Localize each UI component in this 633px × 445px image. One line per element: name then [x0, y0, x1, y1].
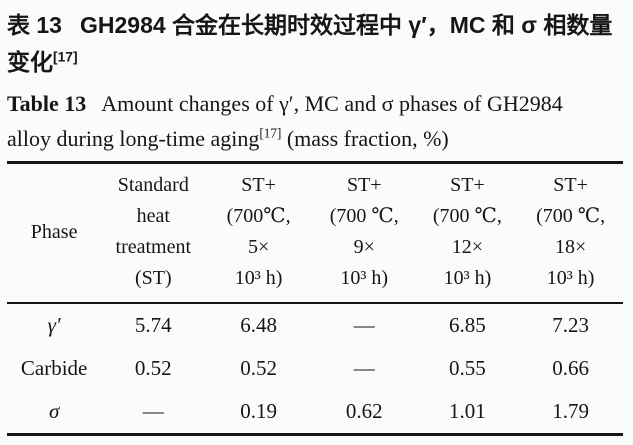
value-cell: —	[353, 356, 375, 380]
caption-en-title: Amount changes of γ′, MC and σ phases of…	[101, 91, 563, 116]
value-cell: 0.66	[552, 356, 589, 380]
phase-cell: Carbide	[20, 356, 88, 380]
caption-zh-line2: 变化[17]	[7, 44, 625, 81]
value-cell: 7.23	[552, 313, 589, 337]
column-header-st-9000h: ST+ (700 ℃, 9× 10³ h)	[311, 162, 417, 304]
value-cell: 1.79	[552, 399, 589, 423]
value-cell: 0.62	[345, 399, 383, 423]
table-number-zh: 表 13	[7, 12, 62, 38]
value-cell: 0.52	[240, 356, 277, 380]
value-cell: —	[353, 313, 375, 337]
phase-cell: γ′	[47, 313, 61, 337]
reference-superscript-zh: [17]	[53, 49, 78, 65]
value-cell: 0.52	[134, 356, 172, 380]
value-cell: 1.01	[449, 399, 486, 423]
value-cell: 6.48	[240, 313, 277, 337]
value-cell: 5.74	[134, 313, 172, 337]
table-row-gamma-prime: γ′ 5.74 6.48 — 6.85 7.23	[7, 303, 623, 347]
table-row-sigma: σ — 0.19 0.62 1.01 1.79	[7, 390, 623, 435]
caption-en-line1: Table 13 Amount changes of γ′, MC and σ p…	[7, 86, 625, 121]
phase-cell: σ	[48, 399, 60, 423]
column-header-phase: Phase	[7, 162, 102, 304]
caption-en-units: (mass fraction, %)	[281, 126, 449, 151]
table-row-carbide: Carbide 0.52 0.52 — 0.55 0.66	[7, 347, 623, 390]
phase-amount-table: Phase Standard heat treatment (ST) ST+ (…	[7, 161, 623, 436]
caption-zh-line1: 表 13 GH2984 合金在长期时效过程中 γ′，MC 和 σ 相数量	[7, 7, 625, 44]
caption-zh-title-cont: 变化	[7, 49, 53, 75]
value-cell: 0.19	[240, 399, 277, 423]
value-cell: 0.55	[449, 356, 486, 380]
caption-en-line2: alloy during long-time aging[17] (mass f…	[7, 121, 625, 156]
caption-en-title-cont: alloy during long-time aging	[7, 126, 260, 151]
reference-superscript-en: [17]	[259, 125, 282, 141]
table-header: Phase Standard heat treatment (ST) ST+ (…	[7, 162, 623, 304]
header-row: Phase Standard heat treatment (ST) ST+ (…	[7, 162, 623, 304]
caption-zh-title: GH2984 合金在长期时效过程中 γ′，MC 和 σ 相数量	[79, 12, 613, 38]
column-header-standard-heat-treatment: Standard heat treatment (ST)	[101, 162, 206, 304]
column-header-st-18000h: ST+ (700 ℃, 18× 10³ h)	[518, 162, 623, 304]
column-header-st-12000h: ST+ (700 ℃, 12× 10³ h)	[416, 162, 519, 304]
value-cell: —	[142, 399, 164, 423]
table-number-en: Table 13	[7, 91, 87, 116]
caption-chinese: 表 13 GH2984 合金在长期时效过程中 γ′，MC 和 σ 相数量 变化[1…	[7, 7, 625, 81]
caption-english: Table 13 Amount changes of γ′, MC and σ p…	[7, 86, 625, 156]
value-cell: 6.85	[449, 313, 486, 337]
column-header-st-5000h: ST+ (700℃, 5× 10³ h)	[205, 162, 312, 304]
table-body: γ′ 5.74 6.48 — 6.85 7.23 Carbide 0.52 0.…	[7, 303, 623, 435]
